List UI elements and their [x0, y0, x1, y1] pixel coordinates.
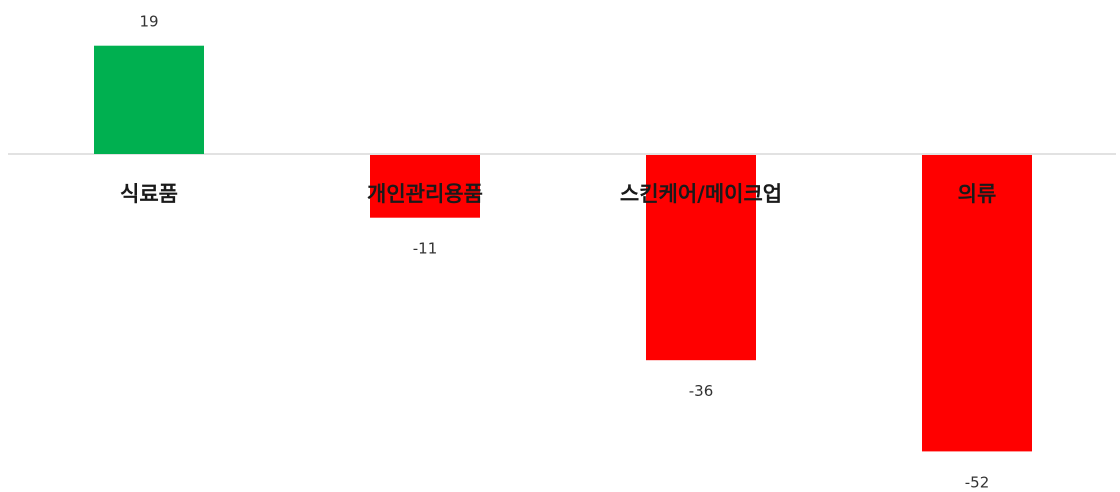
- value-label-group: 19 -11 -36 -52: [139, 13, 989, 492]
- category-label-3: 스킨케어/메이크업: [620, 182, 782, 206]
- value-label-1: 19: [139, 13, 158, 31]
- value-label-3: -36: [689, 382, 714, 400]
- category-label-4: 의류: [958, 182, 997, 206]
- bar-category-2: [370, 155, 480, 218]
- value-label-4: -52: [965, 473, 990, 491]
- bar-category-4: [922, 155, 1032, 452]
- category-label-1: 식료품: [120, 182, 178, 206]
- bar-category-3: [646, 155, 756, 361]
- category-label-2: 개인관리용품: [367, 182, 483, 206]
- bar-category-1: [94, 45, 204, 155]
- bar-group: [94, 45, 1032, 452]
- category-label-group: 식료품 개인관리용품 스킨케어/메이크업 의류: [120, 182, 996, 206]
- value-label-2: -11: [413, 240, 438, 258]
